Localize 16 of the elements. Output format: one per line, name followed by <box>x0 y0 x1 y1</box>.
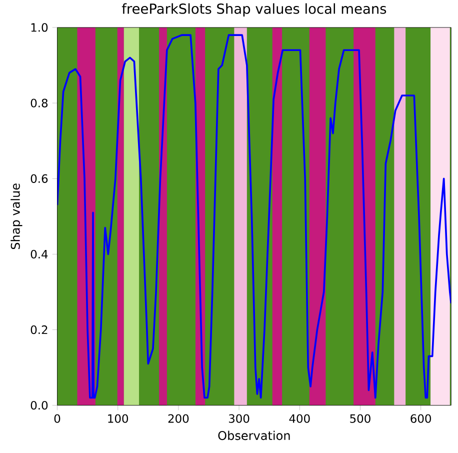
x-tick-label: 0 <box>54 414 60 423</box>
y-tick-label: 0.6 <box>30 174 48 183</box>
y-tick-label: 0.8 <box>30 98 48 108</box>
x-tick-label: 600 <box>410 414 431 423</box>
x-tick-label: 300 <box>228 414 250 423</box>
x-tick-label: 200 <box>168 414 189 423</box>
y-tick-label: 0.0 <box>30 400 48 410</box>
y-axis-title: Shap value <box>10 183 22 249</box>
x-tick-label: 500 <box>350 414 370 423</box>
x-tick-label: 100 <box>108 414 128 423</box>
x-axis-title: Observation <box>218 430 290 440</box>
y-tick-label: 1.0 <box>31 22 48 32</box>
x-tick-label: 400 <box>289 414 310 423</box>
y-tick-label: 0.2 <box>30 325 48 334</box>
chart-title: freeParkSlots Shap values local means <box>122 3 386 16</box>
y-tick-label: 0.4 <box>30 250 48 258</box>
